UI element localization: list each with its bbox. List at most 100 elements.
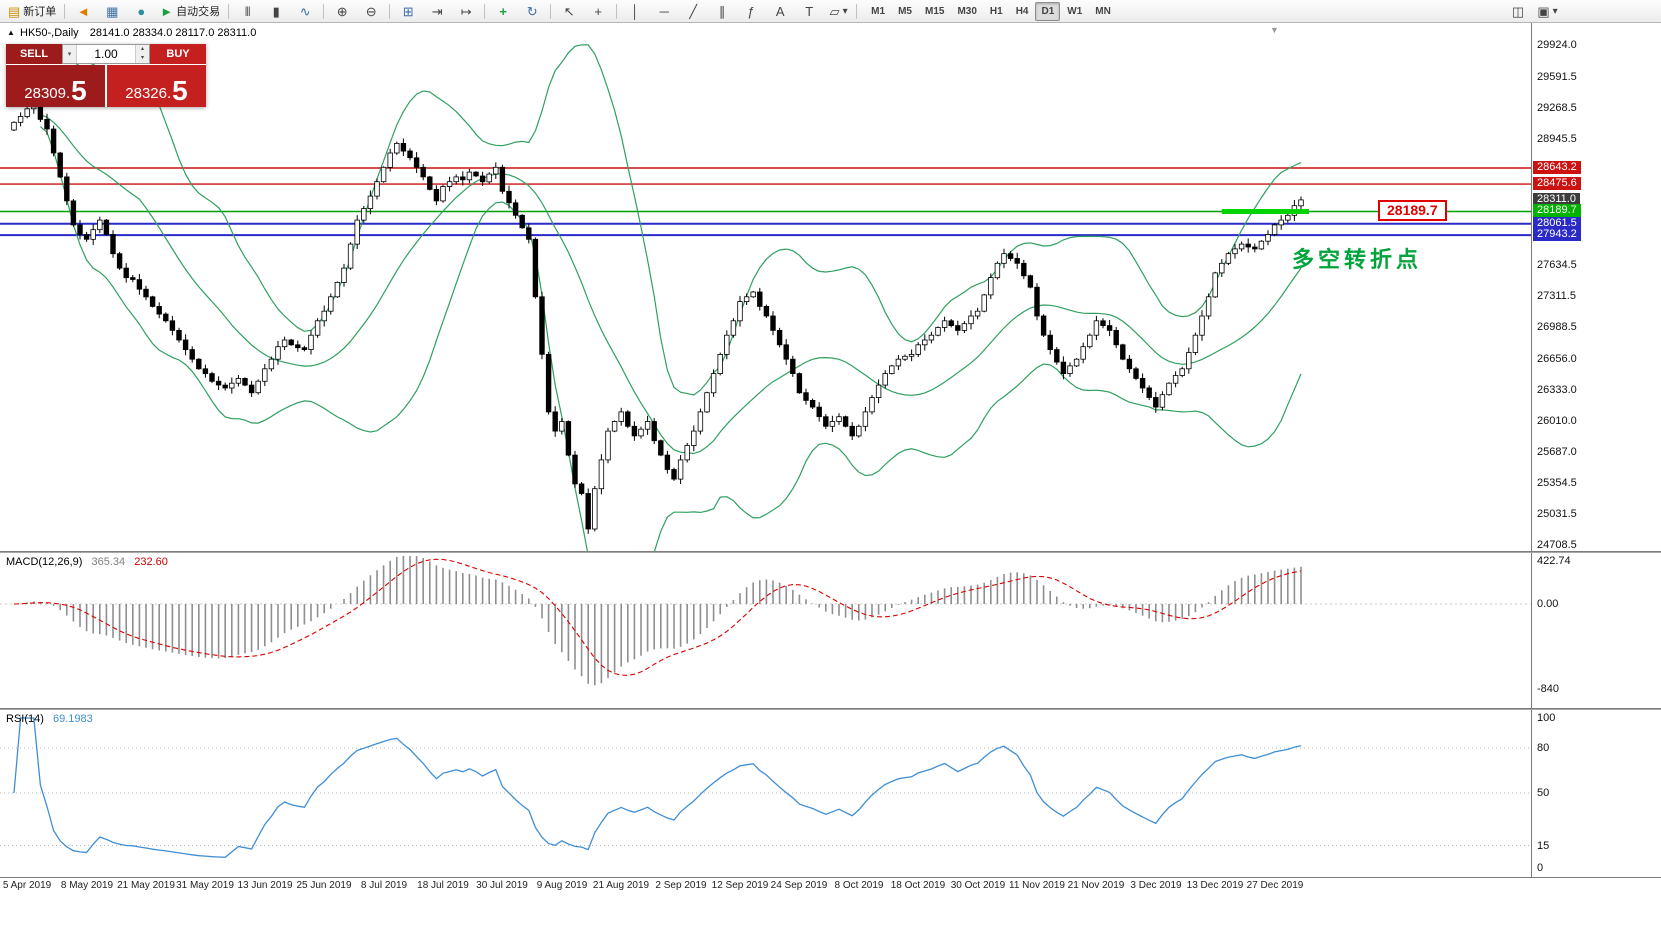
refresh-button[interactable]: ↻ [518, 1, 546, 22]
grid-button[interactable]: ⊞ [394, 1, 422, 22]
ask-price-big-digit: 5 [172, 75, 188, 106]
zoom-out-button[interactable]: ⊖ [357, 1, 385, 22]
rsi-value: 69.1983 [52, 713, 93, 725]
autotrading-button[interactable]: ► 自动交易 [156, 1, 224, 22]
new-order-label: 新订单 [23, 6, 57, 18]
bar-chart-button[interactable]: ||| [233, 1, 261, 22]
trendline-button[interactable]: ╱ [679, 1, 707, 22]
toolbar: ▤ 新订单 ◄ ▦ ● ► 自动交易 ||| ▮ ∿ ⊕ [0, 0, 1661, 23]
macd-label-text: MACD(12,26,9) [6, 556, 83, 568]
shapes-icon: ▱ [829, 3, 840, 19]
volume-up-button[interactable]: ▴ [136, 45, 149, 54]
horizontal-line-button[interactable]: ─ [650, 1, 678, 22]
help-button[interactable]: ● [127, 1, 155, 22]
date-tick-label: 21 May 2019 [117, 880, 175, 891]
price-scale[interactable]: 29924.0 29591.5 29268.5 28945.5 27634.5 27311… [1531, 23, 1661, 877]
date-tick-label: 5 Apr 2019 [2, 880, 52, 891]
auto-scroll-icon: ⇥ [431, 3, 443, 19]
rsi-pane-canvas[interactable] [0, 710, 1531, 877]
price-chart-canvas[interactable] [0, 23, 1531, 551]
sell-button[interactable]: SELL [6, 44, 62, 64]
indicators-button[interactable]: + [489, 1, 517, 22]
candlestick-button[interactable]: ▮ [262, 1, 290, 22]
timeframe-button-mn[interactable]: MN [1095, 5, 1111, 17]
market-watch-button[interactable]: ▦ [98, 1, 126, 22]
price-tick-label: 25687.0 [1537, 446, 1577, 458]
timeframe-button-w1[interactable]: W1 [1067, 5, 1083, 17]
trendline-icon: ╱ [689, 3, 698, 19]
autotrading-play-icon: ► [160, 3, 174, 19]
text-button[interactable]: A [766, 1, 794, 22]
autotrading-label: 自动交易 [176, 6, 221, 18]
macd-main-value: 365.34 [91, 556, 126, 568]
trade-panel-toggle[interactable]: ▲ [7, 28, 15, 37]
label-button[interactable]: T [795, 1, 823, 22]
rsi-label-text: RSI(14) [6, 713, 44, 725]
pane-separator-rsi[interactable] [0, 708, 1661, 710]
channel-icon: ∥ [718, 3, 726, 19]
zoom-in-button[interactable]: ⊕ [328, 1, 356, 22]
price-tick-label: 26988.5 [1537, 321, 1577, 333]
bar-chart-icon: ||| [244, 5, 251, 17]
auto-scroll-button[interactable]: ⇥ [423, 1, 451, 22]
fibonacci-button[interactable]: ƒ [737, 1, 765, 22]
price-tick-label: 26333.0 [1537, 384, 1577, 396]
date-tick-label: 13 Jun 2019 [237, 880, 293, 891]
date-tick-label: 2 Sep 2019 [655, 880, 707, 891]
timeframe-group: M1 M5 M15 M30 H1 H4 D1 W1 MN [865, 1, 1117, 21]
tile-windows-button[interactable]: ◫ [1504, 1, 1532, 22]
crosshair-button[interactable]: + [584, 1, 612, 22]
ask-price-button[interactable]: 28326. 5 [107, 65, 206, 107]
timeframe-button-m30[interactable]: M30 [957, 5, 977, 17]
volume-dropdown-button[interactable]: ▾ [63, 45, 77, 63]
date-tick-label: 8 Oct 2019 [834, 880, 884, 891]
rsi-indicator-label: RSI(14) 69.1983 [6, 713, 93, 725]
channel-button[interactable]: ∥ [708, 1, 736, 22]
timeframe-button-d1[interactable]: D1 [1035, 1, 1061, 21]
rsi-scale-label: 80 [1537, 742, 1550, 754]
line-chart-button[interactable]: ∿ [291, 1, 319, 22]
buy-button[interactable]: BUY [150, 44, 206, 64]
dropdown-icon: ▾ [842, 5, 848, 17]
chart-symbol-period: HK50-,Daily [20, 27, 79, 39]
megaphone-button[interactable]: ◄ [69, 1, 97, 22]
toolbar-separator [323, 3, 325, 19]
new-chart-button[interactable]: ▣ ▾ [1533, 1, 1561, 22]
price-flag-annotation[interactable]: 28189.7 [1378, 200, 1447, 221]
date-tick-label: 27 Dec 2019 [1246, 880, 1304, 891]
shapes-button[interactable]: ▱ ▾ [824, 1, 852, 22]
date-tick-label: 12 Sep 2019 [711, 880, 769, 891]
date-tick-label: 21 Nov 2019 [1067, 880, 1125, 891]
timeframe-button-m5[interactable]: M5 [898, 5, 912, 17]
timeframe-button-m1[interactable]: M1 [871, 5, 886, 17]
price-tick-label: 28945.5 [1537, 133, 1577, 145]
volume-down-button[interactable]: ▾ [136, 54, 149, 63]
date-tick-label: 3 Dec 2019 [1130, 880, 1182, 891]
chart-shift-marker[interactable]: ▼ [1270, 25, 1279, 35]
date-tick-label: 8 Jul 2019 [360, 880, 408, 891]
rsi-scale-label: 100 [1537, 712, 1556, 724]
macd-pane-canvas[interactable] [0, 553, 1531, 708]
new-order-button[interactable]: ▤ 新订单 [4, 1, 60, 22]
new-order-icon: ▤ [8, 3, 21, 19]
date-axis[interactable]: 5 Apr 2019 8 May 2019 21 May 2019 31 May 20… [0, 879, 1531, 894]
volume-input[interactable] [77, 45, 135, 63]
price-tick-label: 27311.5 [1537, 290, 1576, 302]
date-tick-label: 13 Dec 2019 [1186, 880, 1244, 891]
price-level-badge: 27943.2 [1533, 228, 1581, 241]
toolbar-separator [484, 3, 486, 19]
turning-point-annotation[interactable]: 多空转折点 [1292, 247, 1423, 272]
cursor-button[interactable]: ↖ [555, 1, 583, 22]
timeframe-button-h1[interactable]: H1 [989, 5, 1003, 17]
bid-price-button[interactable]: 28309. 5 [6, 65, 105, 107]
vertical-line-button[interactable]: │ [621, 1, 649, 22]
grid-icon: ⊞ [402, 3, 414, 19]
macd-signal-line [13, 558, 1302, 676]
label-icon: T [805, 3, 814, 19]
timeframe-button-h4[interactable]: H4 [1015, 5, 1029, 17]
chart-shift-button[interactable]: ↦ [452, 1, 480, 22]
timeframe-button-m15[interactable]: M15 [924, 5, 945, 17]
price-tick-label: 29924.0 [1537, 39, 1577, 51]
pane-separator-macd[interactable] [0, 551, 1661, 553]
